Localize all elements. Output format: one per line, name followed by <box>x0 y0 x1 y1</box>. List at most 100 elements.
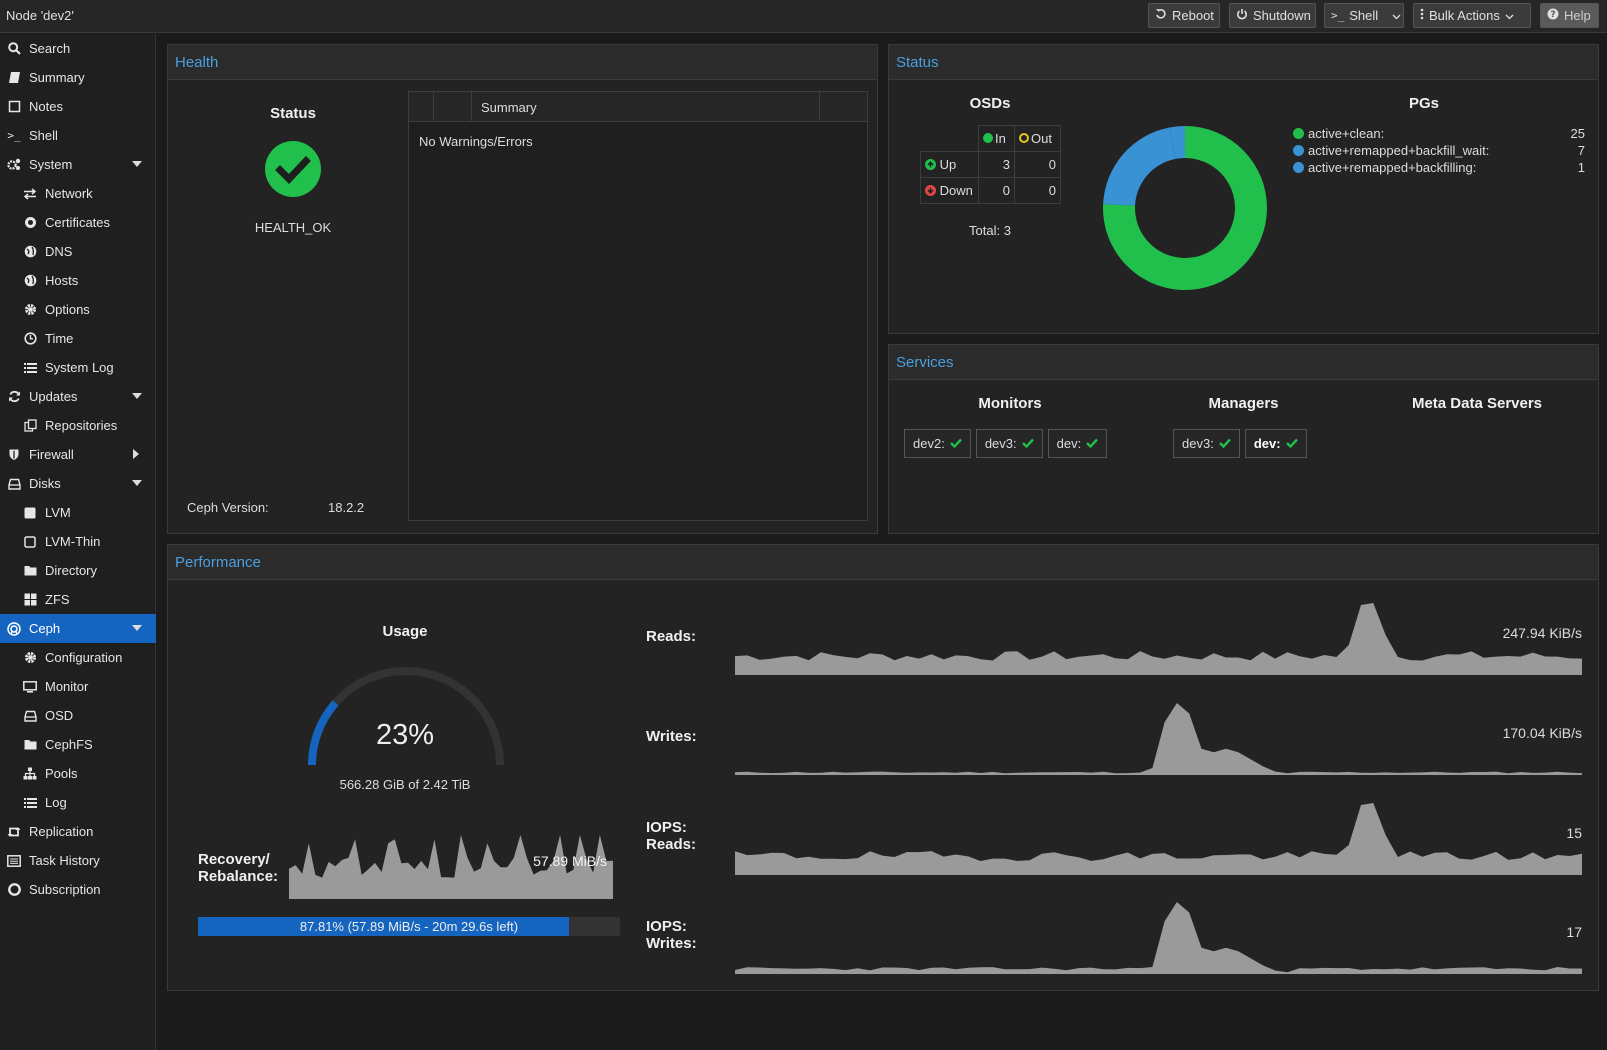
pg-donut-slice[interactable] <box>1169 126 1185 159</box>
sidebar-item-configuration[interactable]: Configuration <box>0 643 156 672</box>
pg-legend-entry: active+clean: 25 <box>1293 125 1585 142</box>
sidebar-item-options[interactable]: Options <box>0 295 156 324</box>
caret-down-icon[interactable] <box>132 625 142 631</box>
folder-icon <box>23 738 37 752</box>
shutdown-button[interactable]: Shutdown <box>1229 3 1316 28</box>
sidebar-item-label: LVM-Thin <box>45 534 101 549</box>
sidebar-item-label: Pools <box>45 766 78 781</box>
sidebar-item-network[interactable]: Network <box>0 179 156 208</box>
sidebar-item-label: OSD <box>45 708 74 723</box>
recovery-progress-bar: 87.81% (57.89 MiB/s - 20m 29.6s left) <box>198 917 620 936</box>
gauge-fill <box>308 700 339 766</box>
certificate-icon <box>23 216 37 230</box>
clock-icon <box>23 332 37 346</box>
sidebar-item-shell[interactable]: >_ Shell <box>0 121 156 150</box>
help-button[interactable]: ? Help <box>1540 3 1599 28</box>
node-title: Node 'dev2' <box>6 8 74 23</box>
sidebar-item-pools[interactable]: Pools <box>0 759 156 788</box>
pg-legend-entry: active+remapped+backfill_wait: 7 <box>1293 142 1585 159</box>
sidebar-item-repositories[interactable]: Repositories <box>0 411 156 440</box>
health-status-title: Status <box>270 105 316 122</box>
sidebar-item-notes[interactable]: Notes <box>0 92 156 121</box>
iops-writes-value: 17 <box>1566 924 1582 940</box>
iops-reads-value: 15 <box>1566 825 1582 841</box>
pg-donut-slice[interactable] <box>1103 127 1176 206</box>
shield-icon <box>7 448 21 462</box>
sidebar-item-replication[interactable]: Replication <box>0 817 156 846</box>
sidebar-item-subscription[interactable]: Subscription <box>0 875 156 904</box>
service-name: dev: <box>1253 436 1281 451</box>
sidebar-item-monitor[interactable]: Monitor <box>0 672 156 701</box>
service-badge[interactable]: dev3: <box>1173 429 1240 458</box>
sidebar-item-osd[interactable]: OSD <box>0 701 156 730</box>
sidebar-item-label: Disks <box>29 476 61 491</box>
service-badge[interactable]: dev: <box>1244 429 1307 458</box>
sidebar-item-system-log[interactable]: System Log <box>0 353 156 382</box>
grid-divider <box>433 92 434 122</box>
pg-legend-label: active+remapped+backfill_wait: <box>1308 143 1490 158</box>
caret-right-icon[interactable] <box>133 449 139 459</box>
legend-dot-icon <box>1293 145 1304 156</box>
caret-down-icon[interactable] <box>132 480 142 486</box>
grid-divider <box>471 92 472 122</box>
writes-label: Writes: <box>646 728 697 745</box>
reads-value: 247.94 KiB/s <box>1502 625 1582 641</box>
sidebar-item-time[interactable]: Time <box>0 324 156 353</box>
health-panel: Health Status HEALTH_OK Ceph Version: 18… <box>167 44 878 534</box>
sidebar-item-label: Log <box>45 795 67 810</box>
service-name: dev3: <box>984 436 1017 451</box>
usage-title: Usage <box>382 623 428 640</box>
sidebar-item-label: Updates <box>29 389 78 404</box>
caret-down-icon[interactable] <box>132 161 142 167</box>
list-alt-icon <box>7 854 21 868</box>
power-icon <box>1236 8 1248 23</box>
services-panel: Services Monitors Managers Meta Data Ser… <box>888 344 1599 534</box>
sidebar-item-hosts[interactable]: Hosts <box>0 266 156 295</box>
service-badge[interactable]: dev: <box>1047 429 1108 458</box>
sidebar-item-dns[interactable]: DNS <box>0 237 156 266</box>
sidebar-item-log[interactable]: Log <box>0 788 156 817</box>
osd-up-in: 3 <box>978 151 1015 178</box>
sidebar-item-firewall[interactable]: Firewall <box>0 440 156 469</box>
pg-donut-slice[interactable] <box>1103 126 1267 290</box>
book-icon <box>7 71 21 85</box>
sidebar-item-search[interactable]: Search <box>0 34 156 63</box>
bulk-actions-button[interactable]: Bulk Actions <box>1413 3 1531 28</box>
sidebar-item-task-history[interactable]: Task History <box>0 846 156 875</box>
service-badge[interactable]: dev3: <box>975 429 1043 458</box>
sidebar-item-certificates[interactable]: Certificates <box>0 208 156 237</box>
sidebar-item-summary[interactable]: Summary <box>0 63 156 92</box>
usage-gauge <box>304 663 508 776</box>
ellipsis-vertical-icon <box>1420 8 1424 23</box>
pg-legend-label: active+remapped+backfilling: <box>1308 160 1477 175</box>
caret-down-icon[interactable] <box>132 393 142 399</box>
sidebar-item-cephfs[interactable]: CephFS <box>0 730 156 759</box>
pg-legend-entry: active+remapped+backfilling: 1 <box>1293 159 1585 176</box>
sidebar-item-disks[interactable]: Disks <box>0 469 156 498</box>
reads-sparkline: 247.94 KiB/s <box>735 599 1582 675</box>
sidebar-item-updates[interactable]: Updates <box>0 382 156 411</box>
sidebar-item-system[interactable]: System <box>0 150 156 179</box>
recovery-label: Recovery/ Rebalance: <box>198 851 279 885</box>
sidebar-item-lvm-thin[interactable]: LVM-Thin <box>0 527 156 556</box>
sidebar-item-ceph[interactable]: Ceph <box>0 614 156 643</box>
sidebar-item-label: Notes <box>29 99 63 114</box>
search-icon <box>7 42 21 56</box>
legend-dot-icon <box>1293 128 1304 139</box>
sidebar-item-lvm[interactable]: LVM <box>0 498 156 527</box>
reboot-button[interactable]: Reboot <box>1148 3 1220 28</box>
sidebar-item-zfs[interactable]: ZFS <box>0 585 156 614</box>
shell-button[interactable]: >_ Shell <box>1324 3 1404 28</box>
sidebar-item-directory[interactable]: Directory <box>0 556 156 585</box>
mds-title: Meta Data Servers <box>1411 395 1543 412</box>
iops-reads-sparkline: 15 <box>735 799 1582 875</box>
list-icon <box>23 361 37 375</box>
check-icon <box>1021 436 1034 451</box>
status-panel-header: Status <box>889 45 1598 80</box>
osd-row-down: Down <box>920 177 979 204</box>
service-badge[interactable]: dev2: <box>904 429 971 458</box>
check-icon <box>1086 436 1099 451</box>
chevron-down-icon[interactable] <box>1392 8 1401 23</box>
status-panel: Status OSDs In Out Up 3 0 Down 0 0 Total… <box>888 44 1599 334</box>
summary-column-header[interactable]: Summary <box>481 100 537 115</box>
